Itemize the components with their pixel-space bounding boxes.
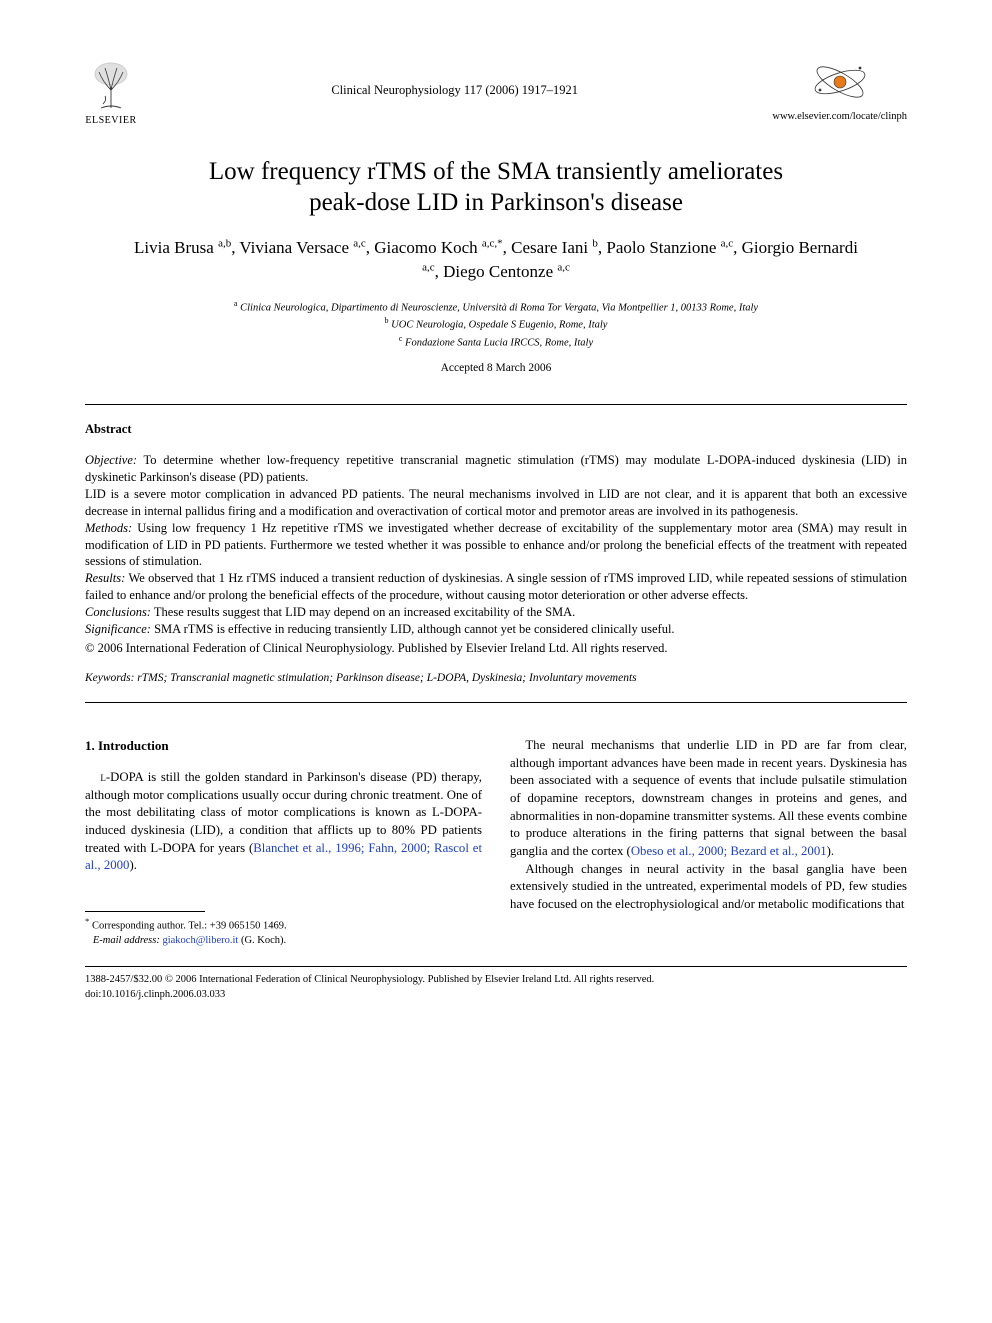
article-title: Low frequency rTMS of the SMA transientl… [85, 156, 907, 219]
abstract-background: LID is a severe motor complication in ad… [85, 486, 907, 520]
abstract-conclusions: Conclusions: These results suggest that … [85, 604, 907, 621]
email-label: E-mail address: [93, 935, 160, 946]
intro-paragraph-2: The neural mechanisms that underlie LID … [510, 737, 907, 861]
abstract: Abstract Objective: To determine whether… [85, 405, 907, 702]
abstract-results-text: We observed that 1 Hz rTMS induced a tra… [85, 571, 907, 602]
affiliation-b-text: UOC Neurologia, Ospedale S Eugenio, Rome… [391, 320, 607, 331]
page-header: ELSEVIER Clinical Neurophysiology 117 (2… [85, 60, 907, 128]
affiliation-a-text: Clinica Neurologica, Dipartimento di Neu… [240, 302, 758, 313]
clinph-logo-icon [810, 60, 870, 106]
journal-reference: Clinical Neurophysiology 117 (2006) 1917… [137, 60, 772, 99]
keywords-text: rTMS; Transcranial magnetic stimulation;… [137, 672, 636, 684]
email-link[interactable]: giakoch@libero.it [162, 935, 238, 946]
abstract-significance-text: SMA rTMS is effective in reducing transi… [154, 622, 674, 636]
authors-list: Livia Brusa a,b, Viviana Versace a,c, Gi… [85, 236, 907, 284]
abstract-objective-text: To determine whether low-frequency repet… [85, 453, 907, 484]
abstract-objective: Objective: To determine whether low-freq… [85, 452, 907, 486]
page-footer: 1388-2457/$32.00 © 2006 International Fe… [85, 973, 907, 1002]
title-line-1: Low frequency rTMS of the SMA transientl… [209, 158, 783, 185]
elsevier-tree-icon [85, 60, 137, 112]
abstract-results: Results: We observed that 1 Hz rTMS indu… [85, 570, 907, 604]
intro-paragraph-1: l-DOPA is still the golden standard in P… [85, 769, 482, 875]
footnote-corr: * Corresponding author. Tel.: +39 065150… [85, 916, 482, 934]
footnote-divider [85, 911, 205, 912]
affiliation-c-text: Fondazione Santa Lucia IRCCS, Rome, Ital… [405, 338, 593, 349]
intro-p2-b: ). [827, 844, 834, 858]
title-line-2: peak-dose LID in Parkinson's disease [309, 189, 683, 216]
abstract-conclusions-text: These results suggest that LID may depen… [154, 605, 575, 619]
affiliations: a Clinica Neurologica, Dipartimento di N… [85, 298, 907, 351]
intro-paragraph-3: Although changes in neural activity in t… [510, 861, 907, 914]
email-who: (G. Koch). [241, 935, 286, 946]
footnote-corr-text: Corresponding author. Tel.: +39 065150 1… [92, 921, 287, 932]
footer-copyright: 1388-2457/$32.00 © 2006 International Fe… [85, 973, 907, 988]
locate-url: www.elsevier.com/locate/clinph [772, 110, 907, 124]
column-left: 1. Introduction l-DOPA is still the gold… [85, 737, 482, 948]
footer-doi: doi:10.1016/j.clinph.2006.03.033 [85, 988, 907, 1003]
journal-logo: www.elsevier.com/locate/clinph [772, 60, 907, 124]
abstract-copyright: © 2006 International Federation of Clini… [85, 640, 907, 657]
elsevier-label: ELSEVIER [85, 114, 136, 128]
footer-divider [85, 966, 907, 967]
affiliation-a: a Clinica Neurologica, Dipartimento di N… [85, 298, 907, 316]
accepted-date: Accepted 8 March 2006 [85, 361, 907, 377]
corresponding-author-footnote: * Corresponding author. Tel.: +39 065150… [85, 916, 482, 948]
abstract-heading: Abstract [85, 421, 907, 438]
divider [85, 702, 907, 703]
abstract-methods-text: Using low frequency 1 Hz repetitive rTMS… [85, 521, 907, 569]
citation-obeso[interactable]: Obeso et al., 2000; Bezard et al., 2001 [631, 844, 827, 858]
affiliation-b: b UOC Neurologia, Ospedale S Eugenio, Ro… [85, 315, 907, 333]
intro-p1-b: ). [129, 858, 136, 872]
elsevier-logo: ELSEVIER [85, 60, 137, 128]
footnote-email: E-mail address: giakoch@libero.it (G. Ko… [85, 934, 482, 948]
body-columns: 1. Introduction l-DOPA is still the gold… [85, 737, 907, 948]
abstract-significance: Significance: SMA rTMS is effective in r… [85, 621, 907, 638]
abstract-methods: Methods: Using low frequency 1 Hz repeti… [85, 520, 907, 571]
intro-p2-a: The neural mechanisms that underlie LID … [510, 738, 907, 858]
column-right: The neural mechanisms that underlie LID … [510, 737, 907, 948]
section-heading-intro: 1. Introduction [85, 737, 482, 755]
affiliation-c: c Fondazione Santa Lucia IRCCS, Rome, It… [85, 333, 907, 351]
keywords: Keywords: rTMS; Transcranial magnetic st… [85, 671, 907, 687]
